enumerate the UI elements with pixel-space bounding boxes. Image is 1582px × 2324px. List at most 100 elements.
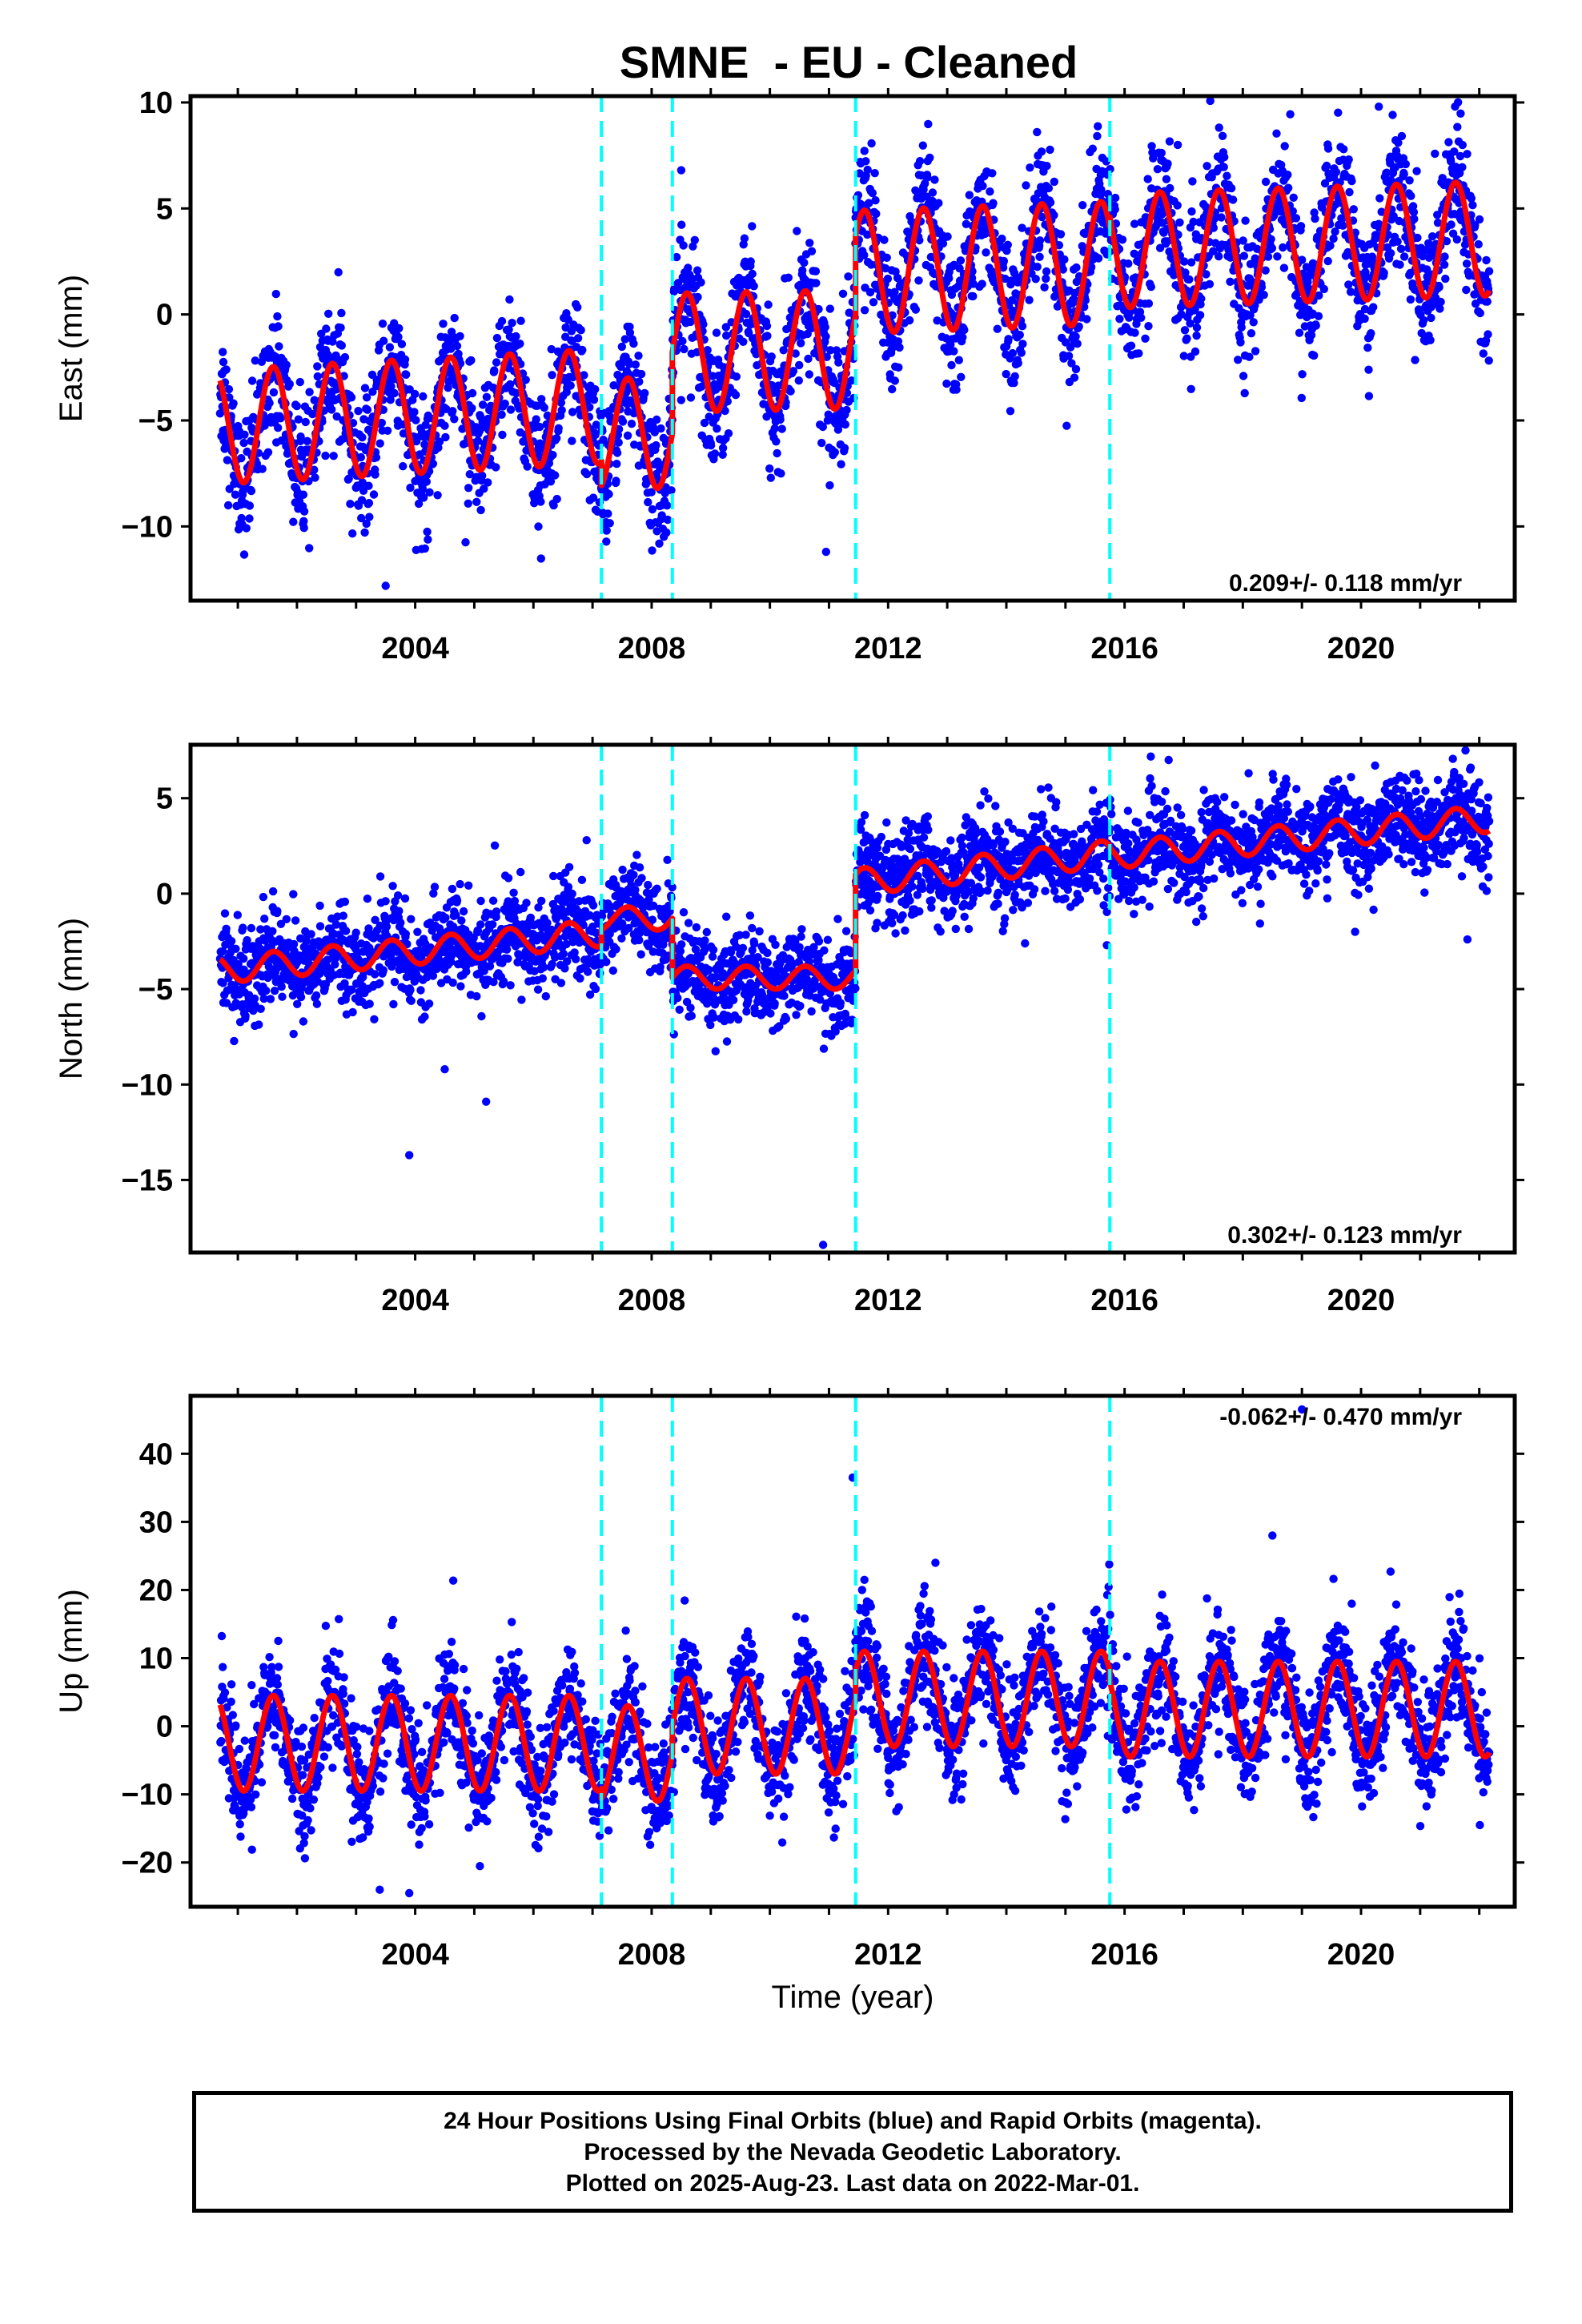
east-point (1323, 144, 1333, 153)
east-point (310, 396, 319, 404)
east-point (1334, 108, 1343, 117)
north-point (370, 1015, 379, 1024)
east-point (498, 430, 507, 440)
east-point (276, 414, 285, 423)
east-point (1364, 365, 1373, 374)
east-point (1364, 392, 1374, 400)
east-point (926, 153, 934, 163)
east-point (1476, 308, 1485, 318)
east-ytick-label: 5 (156, 192, 173, 226)
east-point (731, 391, 741, 400)
east-point (770, 424, 779, 433)
north-point (291, 916, 300, 925)
east-point (490, 366, 499, 375)
east-point (582, 469, 592, 479)
east-point (377, 418, 386, 428)
east-point (1251, 347, 1260, 356)
east-point (1439, 260, 1449, 269)
north-point (381, 897, 390, 906)
east-point (478, 471, 487, 480)
east-point (347, 393, 356, 402)
east-point (480, 485, 488, 493)
east-point (766, 473, 775, 482)
east-point (663, 515, 673, 525)
east-point (1031, 275, 1040, 283)
east-point (506, 405, 516, 414)
east-point (589, 396, 599, 404)
east-point (1042, 274, 1050, 283)
east-point (871, 196, 880, 205)
east-point (1296, 222, 1306, 231)
east-point (344, 474, 353, 483)
east-point (703, 346, 712, 355)
north-point (709, 945, 718, 955)
east-point (450, 415, 459, 424)
east-point (693, 292, 702, 302)
east-point (811, 267, 821, 275)
east-point (1126, 341, 1136, 350)
east-point (379, 336, 388, 345)
east-point (422, 477, 431, 486)
north-point (379, 966, 387, 975)
east-point (321, 451, 330, 460)
north-point (560, 964, 569, 973)
east-point (1215, 123, 1223, 132)
east-point (394, 332, 403, 341)
north-point (490, 841, 500, 850)
east-point (689, 242, 697, 251)
east-point (532, 415, 540, 424)
north-point (741, 931, 750, 939)
east-point (1110, 193, 1120, 203)
east-point (358, 478, 367, 487)
north-point (339, 911, 347, 920)
east-point (296, 432, 305, 441)
east-point (838, 289, 848, 298)
north-point (663, 855, 672, 865)
east-point (371, 453, 381, 462)
east-point (1412, 167, 1421, 175)
east-point (1284, 183, 1293, 192)
north-point (220, 909, 230, 918)
east-point (938, 239, 948, 248)
north-point (371, 970, 379, 979)
chart-title: SMNE - EU - Cleaned (620, 37, 1078, 87)
east-point (1046, 145, 1054, 155)
east-point (313, 362, 322, 371)
east-point (988, 169, 997, 178)
east-xtick-label: 2020 (1327, 632, 1395, 665)
east-point (269, 388, 279, 397)
east-point (536, 497, 545, 506)
east-point (1218, 131, 1227, 140)
east-point (1240, 388, 1249, 398)
east-point (1345, 187, 1354, 197)
east-point (395, 324, 404, 333)
east-point (905, 228, 913, 238)
east-point (957, 372, 966, 381)
east-point (504, 325, 513, 334)
east-point (1017, 348, 1026, 357)
north-point (273, 907, 282, 915)
north-point (407, 996, 416, 1006)
east-point (1033, 127, 1042, 137)
north-point (239, 923, 247, 932)
east-point (934, 199, 943, 207)
east-point (1484, 356, 1493, 365)
east-point (1033, 263, 1042, 271)
east-point (1182, 334, 1191, 343)
east-ytick-label: −10 (122, 510, 173, 544)
north-point (541, 991, 550, 1001)
east-point (1298, 370, 1307, 379)
north-point (608, 966, 617, 975)
east-point (640, 388, 649, 398)
east-point (1040, 283, 1049, 292)
east-point (776, 415, 785, 424)
east-point (865, 287, 875, 297)
east-point (292, 401, 301, 411)
east-point (655, 539, 664, 548)
east-point (950, 347, 958, 356)
east-point (299, 507, 309, 516)
east-point (629, 339, 638, 348)
east-point (397, 340, 407, 348)
north-point (390, 978, 400, 987)
